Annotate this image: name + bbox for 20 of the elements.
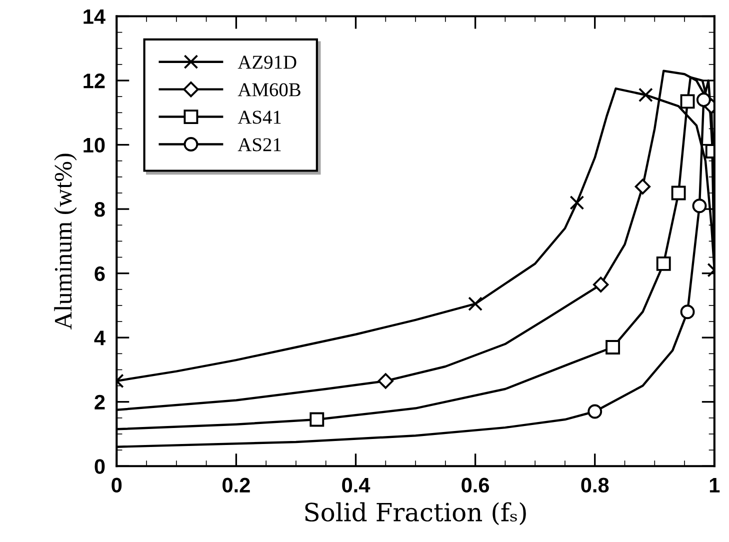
y-tick-label: 4 xyxy=(94,330,106,346)
legend-label: AM60B xyxy=(238,83,300,96)
y-axis-title: Aluminum (wt%) xyxy=(54,154,77,330)
x-tick-label: 0.8 xyxy=(581,478,609,493)
legend-label: AS41 xyxy=(238,110,281,124)
y-tick-label: 0 xyxy=(94,459,105,474)
y-tick-label: 2 xyxy=(94,394,105,410)
y-tick-label: 8 xyxy=(94,202,105,217)
y-tick-label: 6 xyxy=(94,266,105,282)
legend-label: AS21 xyxy=(238,138,281,152)
x-tick-label: 0 xyxy=(112,478,122,493)
x-tick-label: 0.4 xyxy=(342,478,370,493)
x-axis-title: Solid Fraction (fₛ) xyxy=(305,502,526,526)
x-tick-label: 0.6 xyxy=(462,478,490,493)
y-tick-label: 10 xyxy=(84,138,105,153)
y-tick-label: 12 xyxy=(84,74,105,88)
legend-label: AZ91D xyxy=(238,56,296,69)
y-tick-label: 14 xyxy=(84,9,106,24)
x-tick-label: 1 xyxy=(710,478,720,492)
x-tick-label: 0.2 xyxy=(222,478,250,493)
